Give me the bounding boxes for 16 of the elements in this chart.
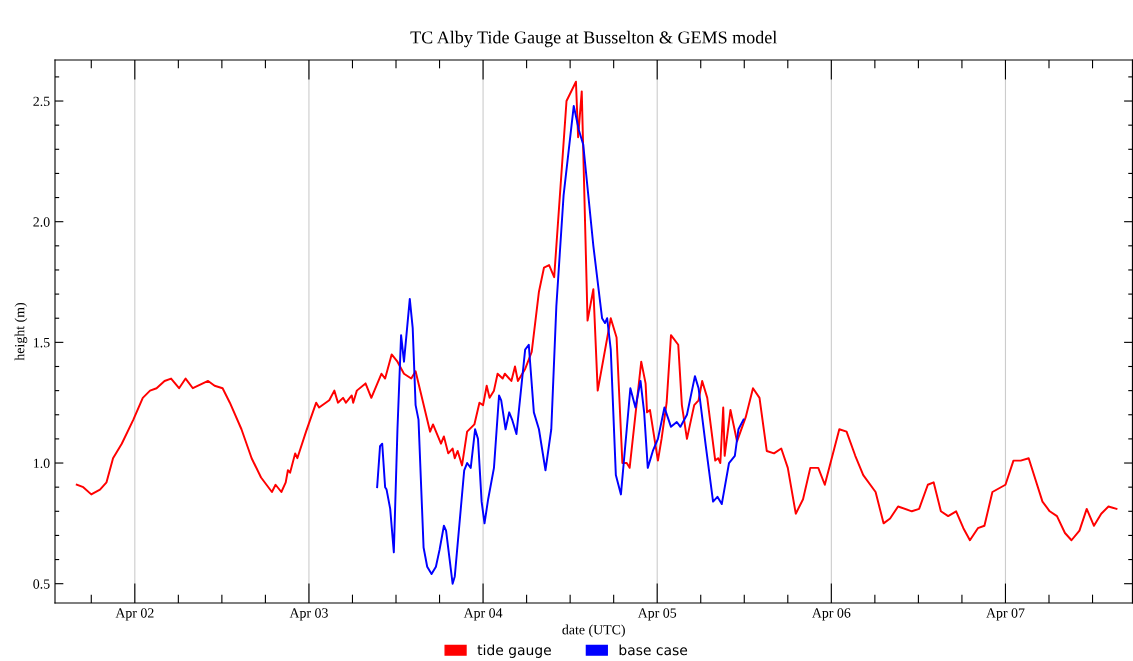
legend-label: tide gauge bbox=[477, 644, 551, 658]
x-tick-label: Apr 05 bbox=[637, 608, 677, 621]
y-tick-label: 0.5 bbox=[33, 579, 50, 589]
x-tick-label: Apr 02 bbox=[115, 608, 154, 621]
y-tick-label: 1.0 bbox=[34, 458, 50, 469]
y-tick-label: 1.5 bbox=[34, 338, 50, 348]
x-tick-label: Apr 04 bbox=[463, 608, 503, 621]
y-axis-title: height (m) bbox=[14, 302, 28, 361]
x-tick-label: Apr 06 bbox=[811, 608, 851, 621]
x-axis-title: date (UTC) bbox=[562, 624, 625, 638]
x-tick-label: Apr 07 bbox=[986, 608, 1025, 621]
chart-title: TC Alby Tide Gauge at Busselton & GEMS model bbox=[410, 30, 777, 48]
y-tick-label: 2.5 bbox=[33, 96, 50, 107]
legend-label: base case bbox=[619, 644, 688, 656]
x-tick-label: Apr 03 bbox=[289, 608, 328, 621]
y-tick-label: 2.0 bbox=[33, 217, 50, 227]
